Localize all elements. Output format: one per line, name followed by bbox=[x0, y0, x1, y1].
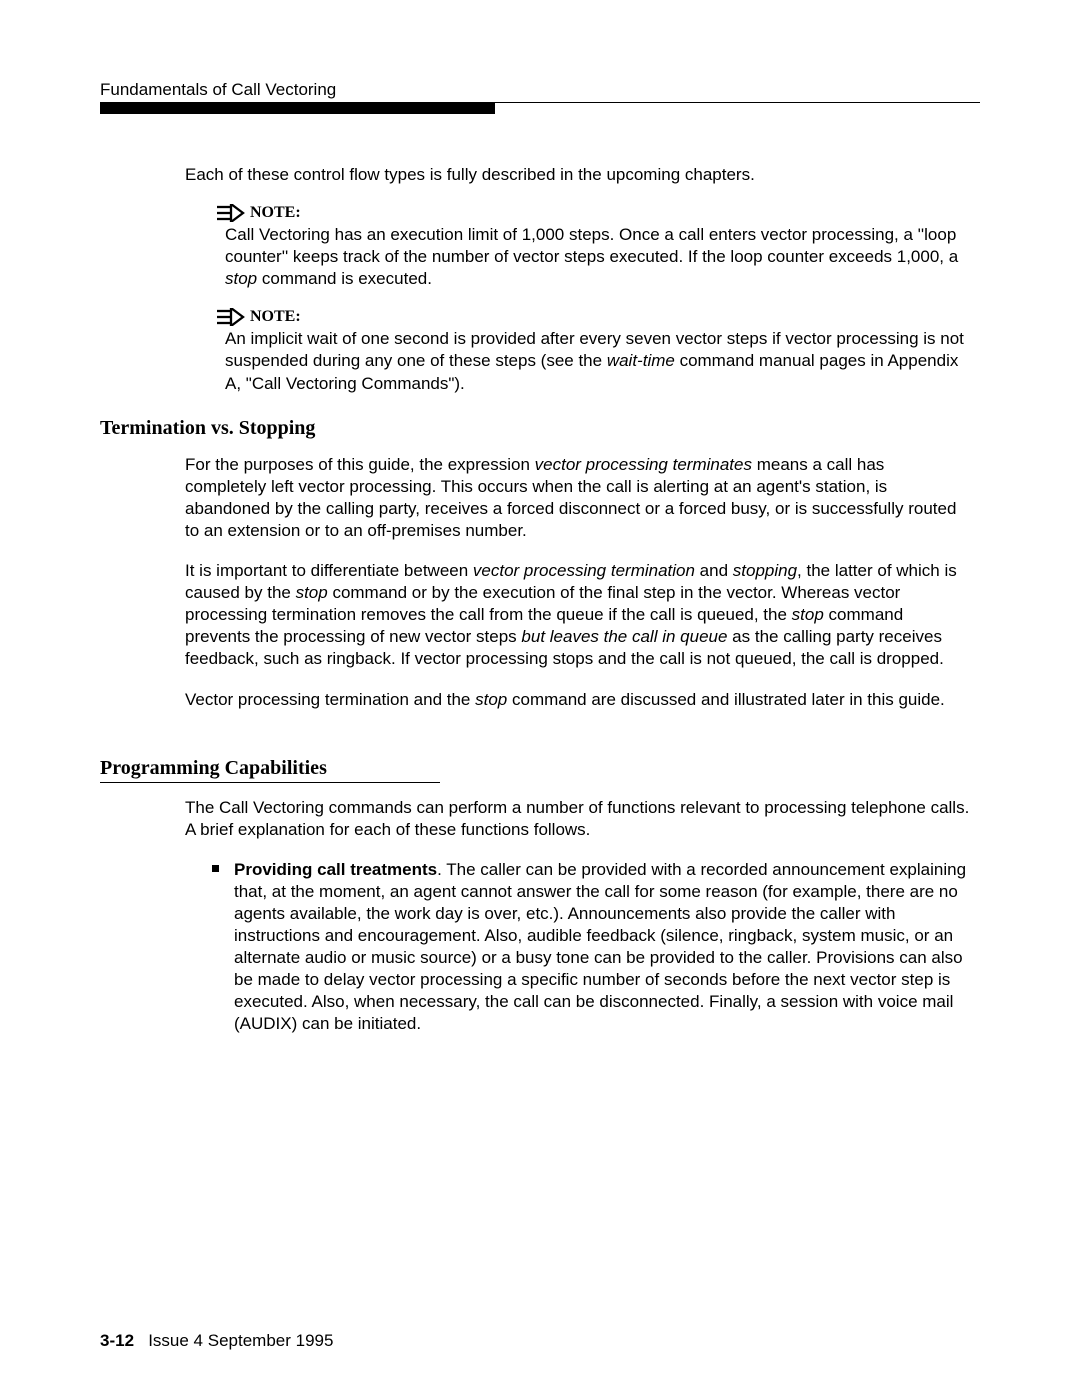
note2-italic: wait-time bbox=[607, 351, 675, 370]
note-arrow-icon bbox=[217, 308, 245, 326]
note-label: NOTE: bbox=[250, 204, 980, 222]
p2-i3: stop bbox=[296, 583, 328, 602]
section-heading-programming: Programming Capabilities bbox=[100, 757, 327, 782]
p2-a: It is important to differentiate between bbox=[185, 561, 473, 580]
page-footer: 3-12 Issue 4 September 1995 bbox=[100, 1331, 333, 1351]
termination-p1: For the purposes of this guide, the expr… bbox=[185, 454, 970, 542]
p3-i: stop bbox=[475, 690, 507, 709]
p1-a: For the purposes of this guide, the expr… bbox=[185, 455, 535, 474]
termination-p2: It is important to differentiate between… bbox=[185, 560, 970, 670]
p2-i5: but leaves the call in queue bbox=[521, 627, 727, 646]
p2-i4: stop bbox=[792, 605, 824, 624]
p2-i2: stopping bbox=[733, 561, 797, 580]
page-number: 3-12 bbox=[100, 1331, 134, 1350]
chapter-title: Fundamentals of Call Vectoring bbox=[100, 80, 336, 100]
note-label: NOTE: bbox=[250, 308, 980, 326]
p3-b: command are discussed and illustrated la… bbox=[507, 690, 945, 709]
note1-text-a: Call Vectoring has an execution limit of… bbox=[225, 225, 958, 266]
note-arrow-icon bbox=[217, 204, 245, 222]
intro-paragraph: Each of these control flow types is full… bbox=[185, 164, 970, 186]
note-block-2: NOTE: An implicit wait of one second is … bbox=[185, 308, 980, 394]
bullet-list: Providing call treatments. The caller ca… bbox=[212, 859, 970, 1036]
bullet-rest: . The caller can be provided with a reco… bbox=[234, 860, 966, 1034]
note1-text-b: command is executed. bbox=[257, 269, 432, 288]
section-heading-rule bbox=[100, 782, 440, 783]
issue-text: Issue 4 September 1995 bbox=[148, 1331, 333, 1350]
note-body: Call Vectoring has an execution limit of… bbox=[225, 224, 970, 290]
subsection-heading-termination: Termination vs. Stopping bbox=[100, 417, 980, 440]
p2-i1: vector processing termination bbox=[473, 561, 695, 580]
termination-p3: Vector processing termination and the st… bbox=[185, 689, 970, 711]
page: Fundamentals of Call Vectoring Each of t… bbox=[0, 0, 1080, 1397]
note-body: An implicit wait of one second is provid… bbox=[225, 328, 970, 394]
programming-intro: The Call Vectoring commands can perform … bbox=[185, 797, 970, 841]
p2-b: and bbox=[695, 561, 733, 580]
bullet-item-treatments: Providing call treatments. The caller ca… bbox=[212, 859, 970, 1036]
bullet-bold: Providing call treatments bbox=[234, 860, 437, 879]
page-header: Fundamentals of Call Vectoring bbox=[100, 80, 980, 103]
note-block-1: NOTE: Call Vectoring has an execution li… bbox=[185, 204, 980, 290]
note1-italic: stop bbox=[225, 269, 257, 288]
p3-a: Vector processing termination and the bbox=[185, 690, 475, 709]
header-black-bar bbox=[100, 103, 495, 114]
p1-i: vector processing terminates bbox=[535, 455, 752, 474]
